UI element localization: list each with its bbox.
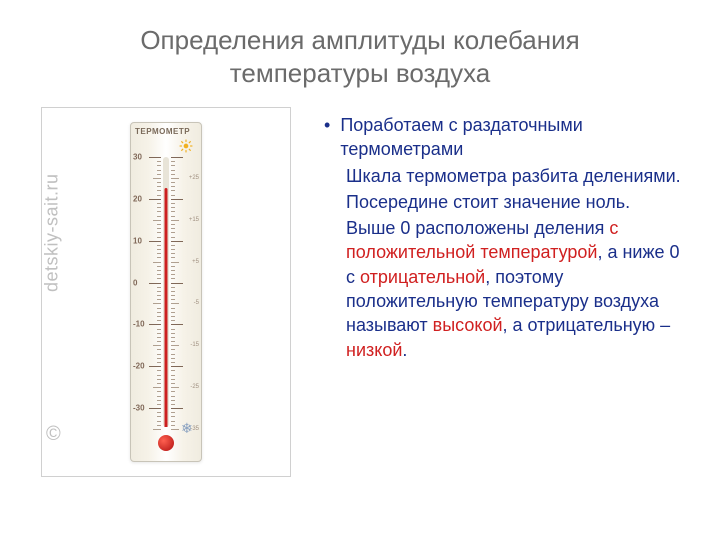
tick-major — [149, 199, 161, 200]
tick-label-minor: +5 — [192, 259, 199, 265]
sun-icon — [179, 139, 193, 153]
tick-minor — [153, 220, 161, 221]
watermark-text: detskiy-sait.ru — [42, 173, 63, 292]
tick-major — [171, 324, 183, 325]
tick-label-minor: -35 — [190, 426, 199, 432]
tick-major — [171, 157, 183, 158]
tick-minor — [153, 387, 161, 388]
tick-minor — [153, 262, 161, 263]
copyright-symbol: © — [46, 423, 61, 446]
tick-minor — [153, 178, 161, 179]
tick-label-minor: -15 — [190, 342, 199, 348]
left-column: detskiy-sait.ru © ТЕРМОМЕТР ❄ — [36, 107, 296, 477]
slide: Определения амплитуды колебания температ… — [0, 0, 720, 540]
tick-major — [149, 283, 161, 284]
paragraph-1: Поработаем с раздаточными термометрами — [340, 113, 684, 162]
tick-label-minor: +15 — [189, 217, 199, 223]
tick-major — [171, 283, 183, 284]
tick-minor — [171, 429, 179, 430]
tick-major — [149, 241, 161, 242]
tick-major — [149, 366, 161, 367]
tick-major — [171, 199, 183, 200]
bullet-item: • Поработаем с раздаточными термометрами — [324, 113, 684, 162]
tick-minor — [153, 345, 161, 346]
tick-label-major: -10 — [133, 320, 145, 329]
paragraph-4: Выше 0 расположены деления с положительн… — [346, 216, 684, 362]
tick-label-major: 0 — [133, 278, 137, 287]
tick-minor — [171, 178, 179, 179]
slide-title: Определения амплитуды колебания температ… — [36, 24, 684, 89]
tick-minor — [153, 303, 161, 304]
tick-major — [149, 408, 161, 409]
tick-major — [171, 241, 183, 242]
title-line-1: Определения амплитуды колебания — [140, 25, 579, 55]
thermometer-label: ТЕРМОМЕТР — [135, 127, 190, 136]
thermometer-figure: detskiy-sait.ru © ТЕРМОМЕТР ❄ — [41, 107, 291, 477]
tick-label-major: 10 — [133, 236, 142, 245]
tick-minor — [171, 303, 179, 304]
tick-label-major: 30 — [133, 153, 142, 162]
paragraph-3: Посередине стоит значение ноль. — [346, 190, 684, 214]
right-column: • Поработаем с раздаточными термометрами… — [324, 107, 684, 364]
tick-label-minor: -25 — [190, 384, 199, 390]
tick-minor — [171, 345, 179, 346]
tick-label-minor: +25 — [189, 175, 199, 181]
tick-major — [149, 157, 161, 158]
title-line-2: температуры воздуха — [230, 58, 491, 88]
tick-label-major: -30 — [133, 404, 145, 413]
tick-minor — [171, 220, 179, 221]
tick-minor — [171, 262, 179, 263]
content-row: detskiy-sait.ru © ТЕРМОМЕТР ❄ — [36, 107, 684, 477]
tick-major — [171, 366, 183, 367]
bullet-marker: • — [324, 113, 330, 137]
thermometer-bulb — [158, 435, 174, 451]
tick-minor — [153, 429, 161, 430]
tick-minor — [171, 387, 179, 388]
tick-label-major: -20 — [133, 362, 145, 371]
thermometer-scale: 3020100-10-20-30+25+15+5-5-15-25-35 — [131, 157, 201, 427]
tick-major — [171, 408, 183, 409]
thermometer-panel: ТЕРМОМЕТР ❄ 3020100- — [130, 122, 202, 462]
paragraph-2: Шкала термометра разбита делениями. — [346, 164, 684, 188]
tick-major — [149, 324, 161, 325]
thermometer-mercury — [165, 188, 168, 427]
tick-label-major: 20 — [133, 194, 142, 203]
tick-label-minor: -5 — [194, 300, 199, 306]
